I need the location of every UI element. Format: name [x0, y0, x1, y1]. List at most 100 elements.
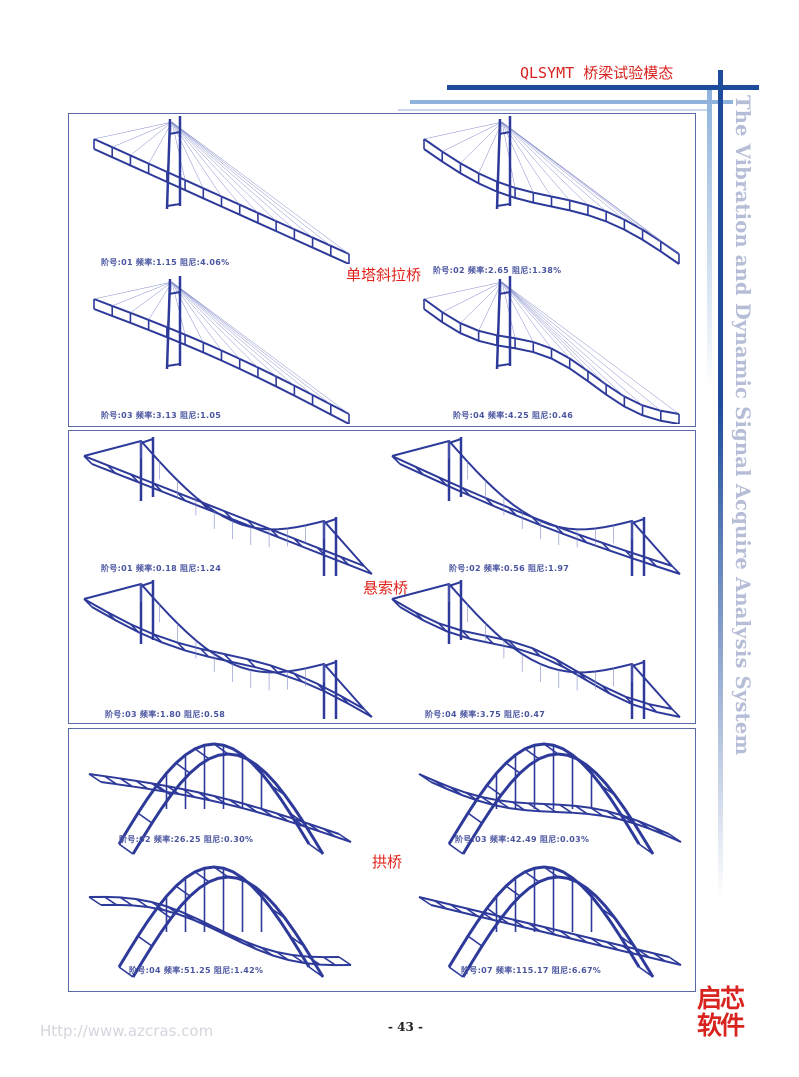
deck-rung [671, 708, 681, 718]
page-header-title: QLSYMT 桥梁试验模态 [520, 64, 674, 82]
arch-brace [524, 871, 540, 883]
bridge-figure [423, 116, 680, 265]
deck-rung [531, 647, 541, 657]
deck-rung [601, 542, 611, 552]
deck-rung [293, 672, 303, 683]
tower-beam [498, 291, 511, 295]
deck-rung [434, 900, 448, 910]
bridge-figure [391, 580, 681, 719]
tower-leg [165, 118, 172, 210]
deck-rung [260, 807, 274, 818]
stay-cable [93, 281, 173, 300]
deck-rung [574, 933, 588, 944]
arch-brace [524, 748, 540, 760]
deck-rung [414, 466, 424, 476]
deck-rung [465, 907, 479, 917]
stay-cable [478, 121, 503, 174]
bridge-figure [93, 276, 350, 424]
deck-rung [270, 528, 280, 538]
stay-cable [501, 281, 589, 372]
mode-caption: 阶号:02 频率:0.56 阻尼:1.97 [449, 564, 570, 573]
footer-url[interactable]: Http://www.azcras.com [40, 1022, 214, 1040]
deck-rung [293, 537, 303, 548]
deck-rung [668, 833, 682, 843]
deck-rung [83, 598, 93, 608]
stay-cable [130, 281, 173, 314]
deck-rung [481, 796, 494, 806]
deck-rung [574, 805, 588, 815]
arch-brace [486, 784, 502, 796]
deck-rung [200, 648, 210, 658]
bridge-figure [418, 742, 682, 855]
deck-rung [418, 896, 432, 906]
arch-brace [289, 935, 305, 947]
deck-rung [104, 775, 118, 785]
stay-cable [442, 121, 503, 152]
tower-beam [166, 203, 181, 207]
tower-beam [168, 131, 181, 135]
deck-rung [130, 473, 140, 483]
deck-rung [213, 926, 227, 936]
deck-rung [176, 642, 186, 652]
deck-rung [153, 633, 163, 644]
deck-rung [260, 946, 274, 957]
mode-caption: 阶号:03 频率:42.49 阻尼:0.03% [455, 835, 590, 844]
deck-rung [363, 708, 373, 718]
deck-rung [414, 611, 424, 621]
header-line-faint [398, 109, 708, 111]
stay-cable [501, 121, 625, 220]
deck-rung [106, 611, 116, 621]
stay-cable [130, 121, 173, 156]
stay-cable [460, 281, 503, 324]
deck-rung [590, 807, 604, 817]
stay-cable [460, 121, 503, 164]
arch-brace [600, 907, 616, 919]
deck-rung [671, 565, 681, 575]
arch-brace [270, 784, 286, 796]
deck-rung [496, 799, 510, 809]
deck-rung [340, 695, 350, 705]
mode-caption: 阶号:03 频率:3.13 阻尼:1.05 [101, 411, 222, 420]
stay-cable [501, 121, 534, 193]
arch-brace [213, 743, 229, 755]
arch-brace [137, 812, 153, 824]
arch-brace [251, 762, 267, 774]
main-cable [391, 439, 673, 567]
deck-rung [276, 951, 289, 961]
deck-rung [229, 933, 243, 944]
deck-rung [606, 810, 619, 820]
deck-rung [438, 476, 448, 486]
arch-brace [467, 812, 483, 824]
deck-rung [601, 685, 611, 695]
deck-rung [637, 948, 651, 959]
deck-rung [322, 828, 336, 838]
tower-leg [165, 278, 172, 370]
arch-brace [118, 843, 134, 855]
arch-brace [467, 935, 483, 947]
deck-rung [391, 598, 401, 608]
deck-rung [244, 940, 258, 951]
arch-brace [137, 935, 153, 947]
mode-caption: 阶号:04 频率:51.25 阻尼:1.42% [129, 966, 264, 975]
stay-cable [501, 281, 643, 406]
deck-rung [88, 896, 102, 906]
arch-brace [600, 784, 616, 796]
header-line-light [410, 100, 733, 104]
deck-rung [578, 533, 588, 544]
stay-cable [171, 281, 331, 405]
stay-cable [501, 121, 570, 201]
arch-brace [232, 748, 248, 760]
stay-cable [171, 281, 313, 396]
deck-rung [652, 952, 666, 962]
tower-beam [168, 291, 181, 295]
stay-cable [423, 281, 503, 300]
deck-rung [652, 826, 666, 836]
stay-cable [171, 281, 259, 368]
stay-cable [112, 281, 173, 307]
tower-beam [496, 203, 511, 207]
arch-brace [543, 866, 559, 878]
deck-rung [166, 785, 180, 795]
bridge-figure [83, 437, 373, 576]
arch-brace [308, 966, 324, 978]
section-title: 拱桥 [372, 853, 403, 871]
